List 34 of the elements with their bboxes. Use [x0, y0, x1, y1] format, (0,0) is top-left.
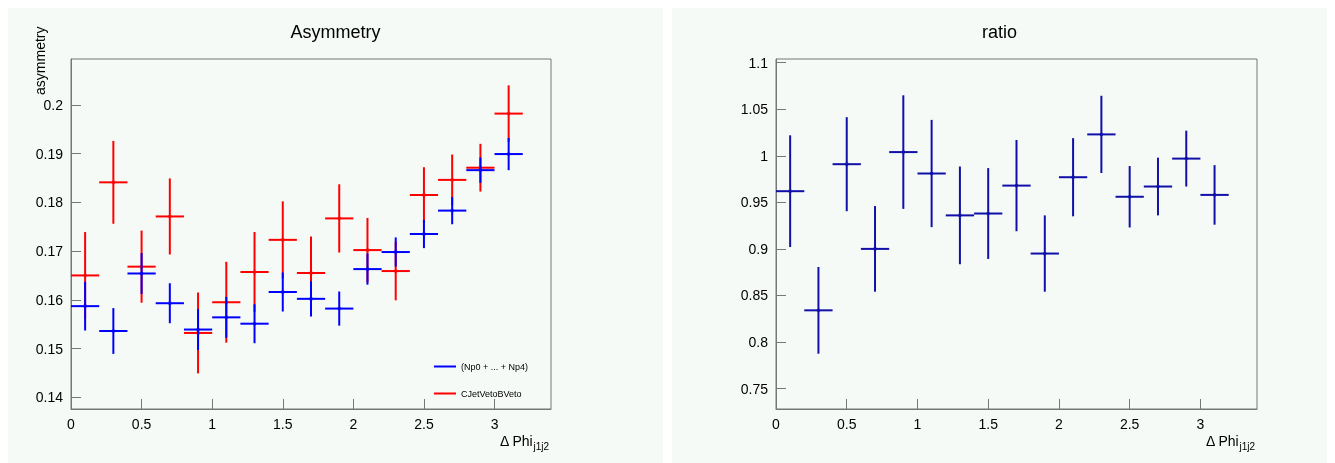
y-tick-label: 1.05 — [740, 101, 769, 118]
x-tick-label: 0.5 — [837, 416, 857, 432]
chart-title: Asymmetry — [290, 22, 381, 42]
x-tick-label: 1.5 — [273, 416, 293, 432]
y-tick-label: 0.17 — [35, 243, 64, 260]
y-tick-label: 0.15 — [35, 340, 64, 357]
y-tick-label: 0.75 — [740, 380, 769, 397]
legend-label: (Np0 + ... + Np4) — [460, 361, 528, 372]
x-tick-label: 0 — [772, 416, 781, 432]
y-tick-label: 1 — [760, 147, 769, 164]
legend-label: CJetVetoBVeto — [460, 388, 522, 399]
y-tick-label: 1.1 — [748, 54, 769, 71]
x-tick-label: 2 — [349, 416, 358, 432]
y-tick-label: 0.18 — [35, 194, 64, 211]
y-tick-label: 0.19 — [35, 145, 64, 162]
x-tick-label: 2.5 — [414, 416, 434, 432]
y-tick-label: 0.95 — [740, 194, 769, 211]
x-tick-label: 0 — [67, 416, 76, 432]
y-axis-title: asymmetry — [32, 26, 48, 95]
x-tick-label: 2 — [1055, 416, 1064, 432]
x-tick-label: 1 — [913, 416, 922, 432]
x-tick-label: 2.5 — [1119, 416, 1140, 432]
x-tick-label: 3 — [1196, 416, 1205, 432]
x-tick-label: 3 — [490, 416, 499, 432]
x-tick-label: 0.5 — [131, 416, 152, 432]
y-tick-label: 0.9 — [748, 240, 769, 257]
y-tick-label: 0.2 — [43, 96, 64, 113]
y-tick-label: 0.16 — [35, 291, 64, 308]
x-tick-label: 1 — [208, 416, 217, 432]
y-tick-label: 0.85 — [740, 287, 769, 304]
x-tick-label: 1.5 — [978, 416, 999, 432]
y-tick-label: 0.8 — [748, 333, 769, 350]
chart-title: ratio — [981, 22, 1018, 42]
y-tick-label: 0.14 — [35, 389, 64, 406]
